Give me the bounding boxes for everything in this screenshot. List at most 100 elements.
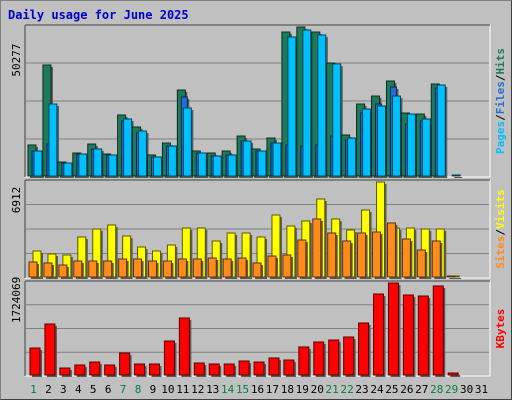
bar-kbytes-day-4 xyxy=(74,364,86,376)
x-tick-label-day-14: 14 xyxy=(221,383,235,396)
bar-sites-day-23 xyxy=(357,232,367,278)
bar-sites-day-16 xyxy=(252,262,262,278)
x-tick-label-day-15: 15 xyxy=(236,383,249,396)
bar-sites-day-22 xyxy=(342,240,352,278)
x-tick-label-day-23: 23 xyxy=(355,383,368,396)
legend-sites: Sites xyxy=(494,236,507,269)
bar-sites-day-7 xyxy=(118,258,128,278)
bar-kbytes-day-10 xyxy=(163,340,175,376)
x-tick-label-day-31: 31 xyxy=(475,383,488,396)
x-tick-label-day-9: 9 xyxy=(150,383,157,396)
bar-kbytes-day-2 xyxy=(44,323,56,376)
bar-sites-day-13 xyxy=(207,257,217,278)
x-tick-label-day-29: 29 xyxy=(445,383,458,396)
x-tick-label-day-19: 19 xyxy=(296,383,309,396)
x-tick-label-day-4: 4 xyxy=(75,383,82,396)
bar-pages-day-20 xyxy=(317,34,327,177)
x-tick-label-day-18: 18 xyxy=(281,383,294,396)
bar-pages-day-24 xyxy=(377,105,387,177)
bar-pages-day-2 xyxy=(48,103,58,177)
bar-kbytes-day-1 xyxy=(29,347,41,376)
bar-kbytes-day-11 xyxy=(178,317,190,376)
bar-pages-day-28 xyxy=(436,84,446,177)
x-tick-label-day-16: 16 xyxy=(251,383,264,396)
bar-kbytes-day-23 xyxy=(358,322,370,376)
bar-kbytes-day-13 xyxy=(208,363,220,376)
x-tick-label-day-1: 1 xyxy=(30,383,37,396)
bar-kbytes-day-7 xyxy=(119,352,131,376)
bar-pages-day-10 xyxy=(167,145,177,177)
bar-pages-day-11 xyxy=(182,107,192,177)
bar-sites-day-3 xyxy=(58,264,68,278)
legend-kbytes: KBytes xyxy=(494,309,507,349)
x-tick-label-day-22: 22 xyxy=(340,383,353,396)
bar-kbytes-day-3 xyxy=(59,367,71,376)
bar-kbytes-day-25 xyxy=(387,282,399,376)
bar-sites-day-2 xyxy=(43,262,53,278)
bar-sites-day-4 xyxy=(73,260,83,278)
bar-kbytes-day-24 xyxy=(373,293,385,376)
bar-pages-day-26 xyxy=(406,113,416,177)
bar-pages-day-21 xyxy=(332,63,342,177)
bar-pages-day-7 xyxy=(123,118,133,177)
x-axis-labels: 1 2 3 4 5 6 7 8 9 10 11 12 13 14 15 16 17 18 19 20 21 22 23 24 2… xyxy=(30,383,488,396)
bar-pages-day-3 xyxy=(63,162,73,177)
x-tick-label-day-10: 10 xyxy=(161,383,174,396)
bar-sites-day-12 xyxy=(192,258,202,278)
bar-kbytes-day-29 xyxy=(447,372,459,376)
y-max-label: 6912 xyxy=(10,187,23,214)
chart-panels: 50277Pages/Files/Hits6912Sites/Visits172… xyxy=(10,24,507,396)
bar-kbytes-day-12 xyxy=(193,362,205,376)
bar-kbytes-day-17 xyxy=(268,357,280,376)
x-tick-label-day-25: 25 xyxy=(385,383,398,396)
side-legend: Pages/Files/Hits xyxy=(494,48,507,154)
bar-pages-day-4 xyxy=(78,153,88,177)
bar-pages-day-27 xyxy=(421,118,431,177)
bar-sites-day-6 xyxy=(103,260,113,278)
bar-sites-day-15 xyxy=(237,257,247,278)
x-tick-label-day-28: 28 xyxy=(430,383,443,396)
legend-pages: Pages xyxy=(494,121,507,154)
bar-sites-day-20 xyxy=(312,218,322,278)
bar-kbytes-day-18 xyxy=(283,359,295,376)
x-tick-label-day-13: 13 xyxy=(206,383,219,396)
bar-kbytes-day-27 xyxy=(417,295,429,376)
x-tick-label-day-24: 24 xyxy=(370,383,384,396)
bar-sites-day-28 xyxy=(431,240,441,278)
x-tick-label-day-27: 27 xyxy=(415,383,428,396)
bar-sites-day-9 xyxy=(147,260,157,278)
bar-pages-day-29-shadow xyxy=(454,177,463,178)
bar-pages-day-23 xyxy=(362,108,372,177)
bar-kbytes-day-28 xyxy=(432,285,444,376)
bar-pages-day-19 xyxy=(302,29,312,177)
legend-files: Files xyxy=(494,81,507,114)
bar-pages-day-29 xyxy=(451,174,461,177)
bar-sites-day-25 xyxy=(386,222,396,278)
bar-pages-day-15 xyxy=(242,140,252,177)
bar-sites-day-18 xyxy=(282,254,292,278)
panel-kbytes: 1724069 KBytes xyxy=(10,277,507,377)
x-tick-label-day-21: 21 xyxy=(326,383,339,396)
bar-kbytes-day-9 xyxy=(148,363,160,376)
bar-pages-day-16 xyxy=(257,150,267,177)
bar-sites-day-19 xyxy=(297,239,307,278)
bar-kbytes-day-15 xyxy=(238,360,250,376)
legend-separator: / xyxy=(494,114,507,121)
bar-kbytes-day-29-shadow xyxy=(450,375,461,377)
bar-pages-day-8 xyxy=(138,130,148,177)
x-tick-label-day-8: 8 xyxy=(135,383,142,396)
bar-sites-day-21 xyxy=(327,232,337,278)
chart-title: Daily usage for June 2025 xyxy=(8,8,189,22)
bar-pages-day-12 xyxy=(197,152,207,177)
x-tick-label-day-20: 20 xyxy=(311,383,324,396)
legend-hits: Hits xyxy=(494,48,507,75)
bar-kbytes-day-6 xyxy=(104,364,116,376)
x-tick-label-day-12: 12 xyxy=(191,383,204,396)
x-tick-label-day-3: 3 xyxy=(60,383,67,396)
bar-sites-day-27 xyxy=(416,249,426,278)
bar-kbytes-day-26 xyxy=(402,294,414,376)
bar-pages-day-6 xyxy=(108,154,118,177)
bar-pages-day-5 xyxy=(93,148,103,177)
